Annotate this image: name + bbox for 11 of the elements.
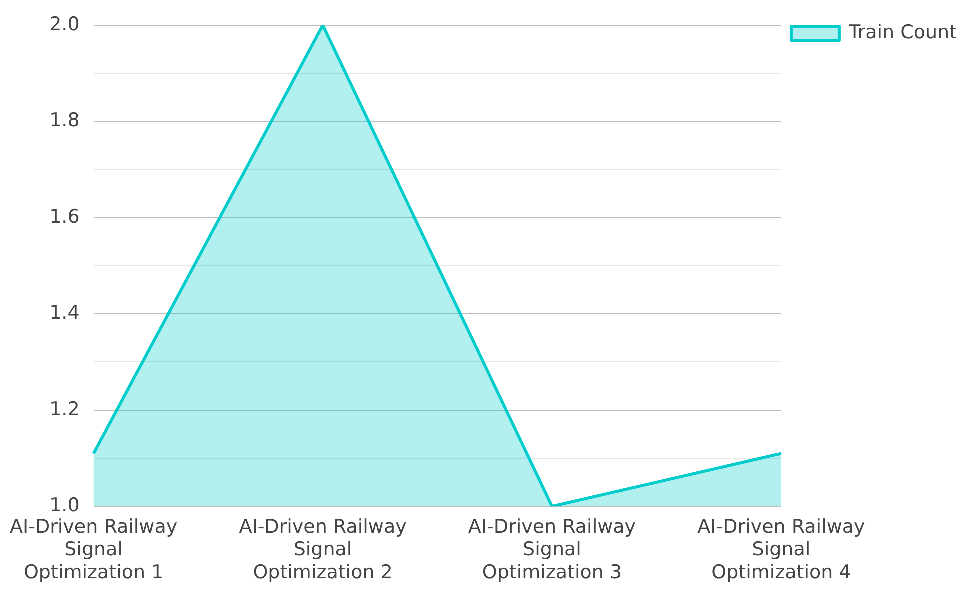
y-tick-label: 1.0: [50, 494, 80, 517]
x-tick-label: AI-Driven Railway Signal Optimization 2: [239, 516, 407, 584]
x-tick-label: AI-Driven Railway Signal Optimization 4: [698, 516, 866, 584]
y-tick-label: 1.6: [50, 206, 80, 228]
y-tick-label: 1.2: [50, 398, 80, 420]
x-tick-label: AI-Driven Railway Signal Optimization 1: [10, 516, 178, 584]
y-tick-label: 1.8: [50, 110, 80, 132]
y-tick-label: 1.4: [50, 302, 80, 324]
y-tick-label: 2.0: [50, 13, 80, 36]
legend-label: Train Count: [848, 21, 958, 44]
x-tick-label: AI-Driven Railway Signal Optimization 3: [468, 516, 636, 584]
